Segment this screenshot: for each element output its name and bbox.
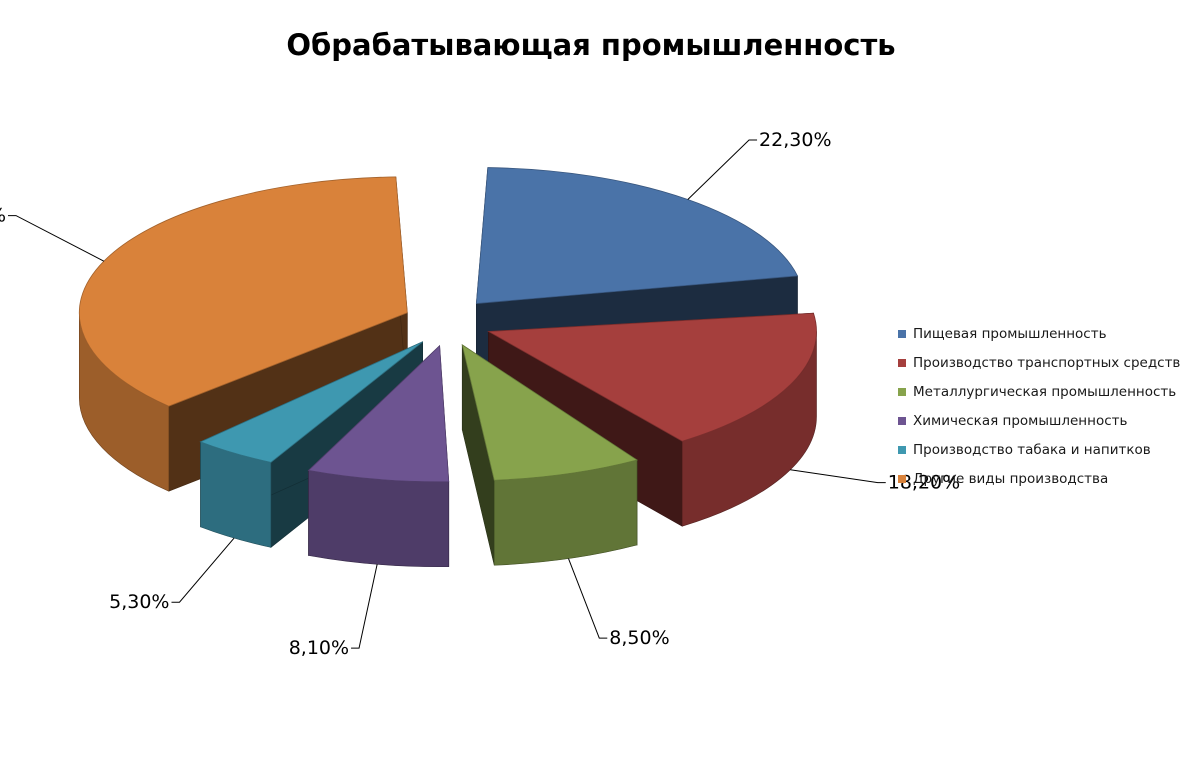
legend-label-2: Производство транспортных средств xyxy=(913,354,1181,371)
data-label-1: 22,30% xyxy=(759,129,831,151)
legend-label-1: Пищевая промышленность xyxy=(913,325,1107,342)
pie-slice-4-top xyxy=(307,344,450,483)
legend-swatch-5 xyxy=(898,445,906,454)
legend-label-4: Химическая промышленность xyxy=(913,412,1128,429)
legend-item-2: Производство транспортных средств xyxy=(898,348,1180,377)
legend-item-4: Химическая промышленность xyxy=(898,406,1180,435)
pie-slice-3-top xyxy=(461,344,639,481)
pie-slice-3 xyxy=(461,344,639,566)
leader-line-3 xyxy=(568,558,608,639)
chart-title: Обрабатывающая промышленность xyxy=(286,28,896,62)
pie-slice-4-side xyxy=(308,470,450,568)
pie-slice-1-top xyxy=(475,167,799,304)
pie-slice-6-top xyxy=(78,176,408,407)
leader-line-2 xyxy=(790,469,886,484)
legend-label-3: Металлургическая промышленность xyxy=(913,383,1177,400)
data-label-4: 8,10% xyxy=(289,637,349,659)
leader-line-6 xyxy=(7,215,105,262)
data-label-5: 5,30% xyxy=(109,591,169,613)
legend-swatch-6 xyxy=(898,474,906,483)
pie-slice-5-top xyxy=(199,341,423,463)
legend-swatch-3 xyxy=(898,387,906,396)
leader-line-5 xyxy=(171,537,235,603)
leader-line-4 xyxy=(351,564,378,649)
legend-swatch-4 xyxy=(898,416,906,425)
legend-swatch-1 xyxy=(898,329,906,338)
pie-slice-4 xyxy=(307,344,450,568)
data-label-3: 8,50% xyxy=(609,627,669,649)
chart-legend: Пищевая промышленность Производство транс… xyxy=(898,319,1180,493)
legend-swatch-2 xyxy=(898,358,906,367)
legend-item-6: Другие виды производства xyxy=(898,464,1180,493)
data-label-6: 37,60% xyxy=(0,205,6,227)
leader-line-1 xyxy=(687,139,758,200)
legend-label-6: Другие виды производства xyxy=(913,470,1109,487)
legend-item-5: Производство табака и напитков xyxy=(898,435,1180,464)
legend-item-1: Пищевая промышленность xyxy=(898,319,1180,348)
legend-label-5: Производство табака и напитков xyxy=(913,441,1151,458)
pie-slice-2-top xyxy=(487,312,817,442)
legend-item-3: Металлургическая промышленность xyxy=(898,377,1180,406)
